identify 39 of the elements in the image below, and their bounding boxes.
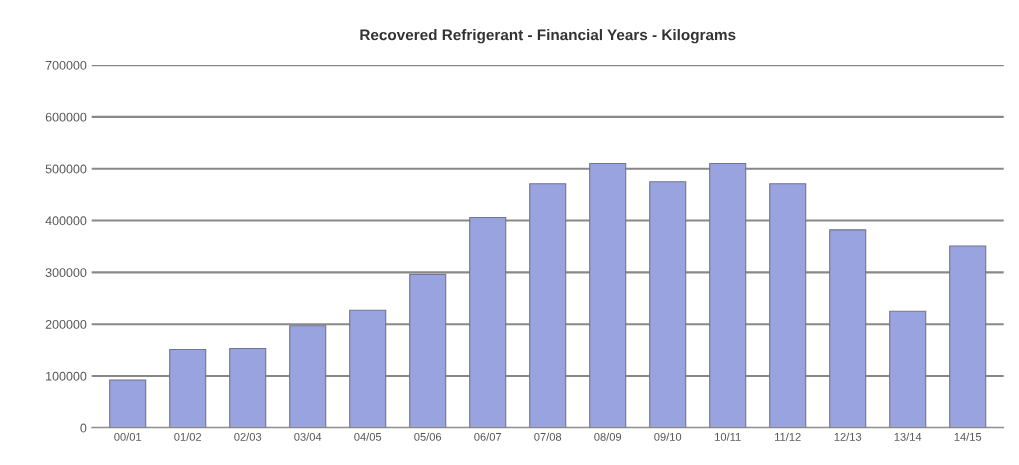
bar xyxy=(889,310,927,428)
y-tick-label: 0 xyxy=(80,423,87,433)
bar xyxy=(949,245,987,428)
bar xyxy=(709,162,747,428)
x-tick-label: 10/11 xyxy=(715,432,741,441)
y-tick-label: 500000 xyxy=(45,164,87,174)
x-tick-label: 01/02 xyxy=(174,432,202,441)
y-tick-label: 100000 xyxy=(46,371,87,381)
bar xyxy=(109,379,147,428)
x-tick-label: 05/06 xyxy=(414,432,442,441)
x-tick-label: 02/03 xyxy=(234,432,262,441)
bar xyxy=(349,309,387,428)
x-tick-label: 00/01 xyxy=(114,432,142,441)
bar xyxy=(409,273,447,428)
x-tick-label: 07/08 xyxy=(534,432,562,441)
chart-title: Recovered Refrigerant - Financial Years - Kilograms xyxy=(360,29,736,44)
bar xyxy=(469,216,507,428)
y-tick-label: 300000 xyxy=(45,268,87,278)
bar xyxy=(529,183,567,428)
x-tick-label: 09/10 xyxy=(654,432,682,441)
bar xyxy=(649,181,687,428)
y-tick-label: 400000 xyxy=(45,216,87,226)
y-tick-label: 600000 xyxy=(45,112,87,122)
bar xyxy=(589,162,627,428)
x-tick-label: 08/09 xyxy=(594,432,622,441)
x-tick-label: 14/15 xyxy=(954,432,982,441)
bar xyxy=(169,349,207,428)
bar xyxy=(289,325,327,428)
x-tick-label: 12/13 xyxy=(834,432,862,441)
x-tick-label: 04/05 xyxy=(354,432,382,441)
x-tick-label: 11/12 xyxy=(775,432,801,441)
y-tick-label: 700000 xyxy=(45,60,87,70)
bar xyxy=(769,183,807,428)
bar xyxy=(829,229,867,428)
x-tick-label: 13/14 xyxy=(894,432,922,441)
x-tick-label: 03/04 xyxy=(294,432,322,441)
x-tick-label: 06/07 xyxy=(474,432,502,441)
y-tick-label: 200000 xyxy=(45,319,87,329)
bar xyxy=(229,347,267,428)
